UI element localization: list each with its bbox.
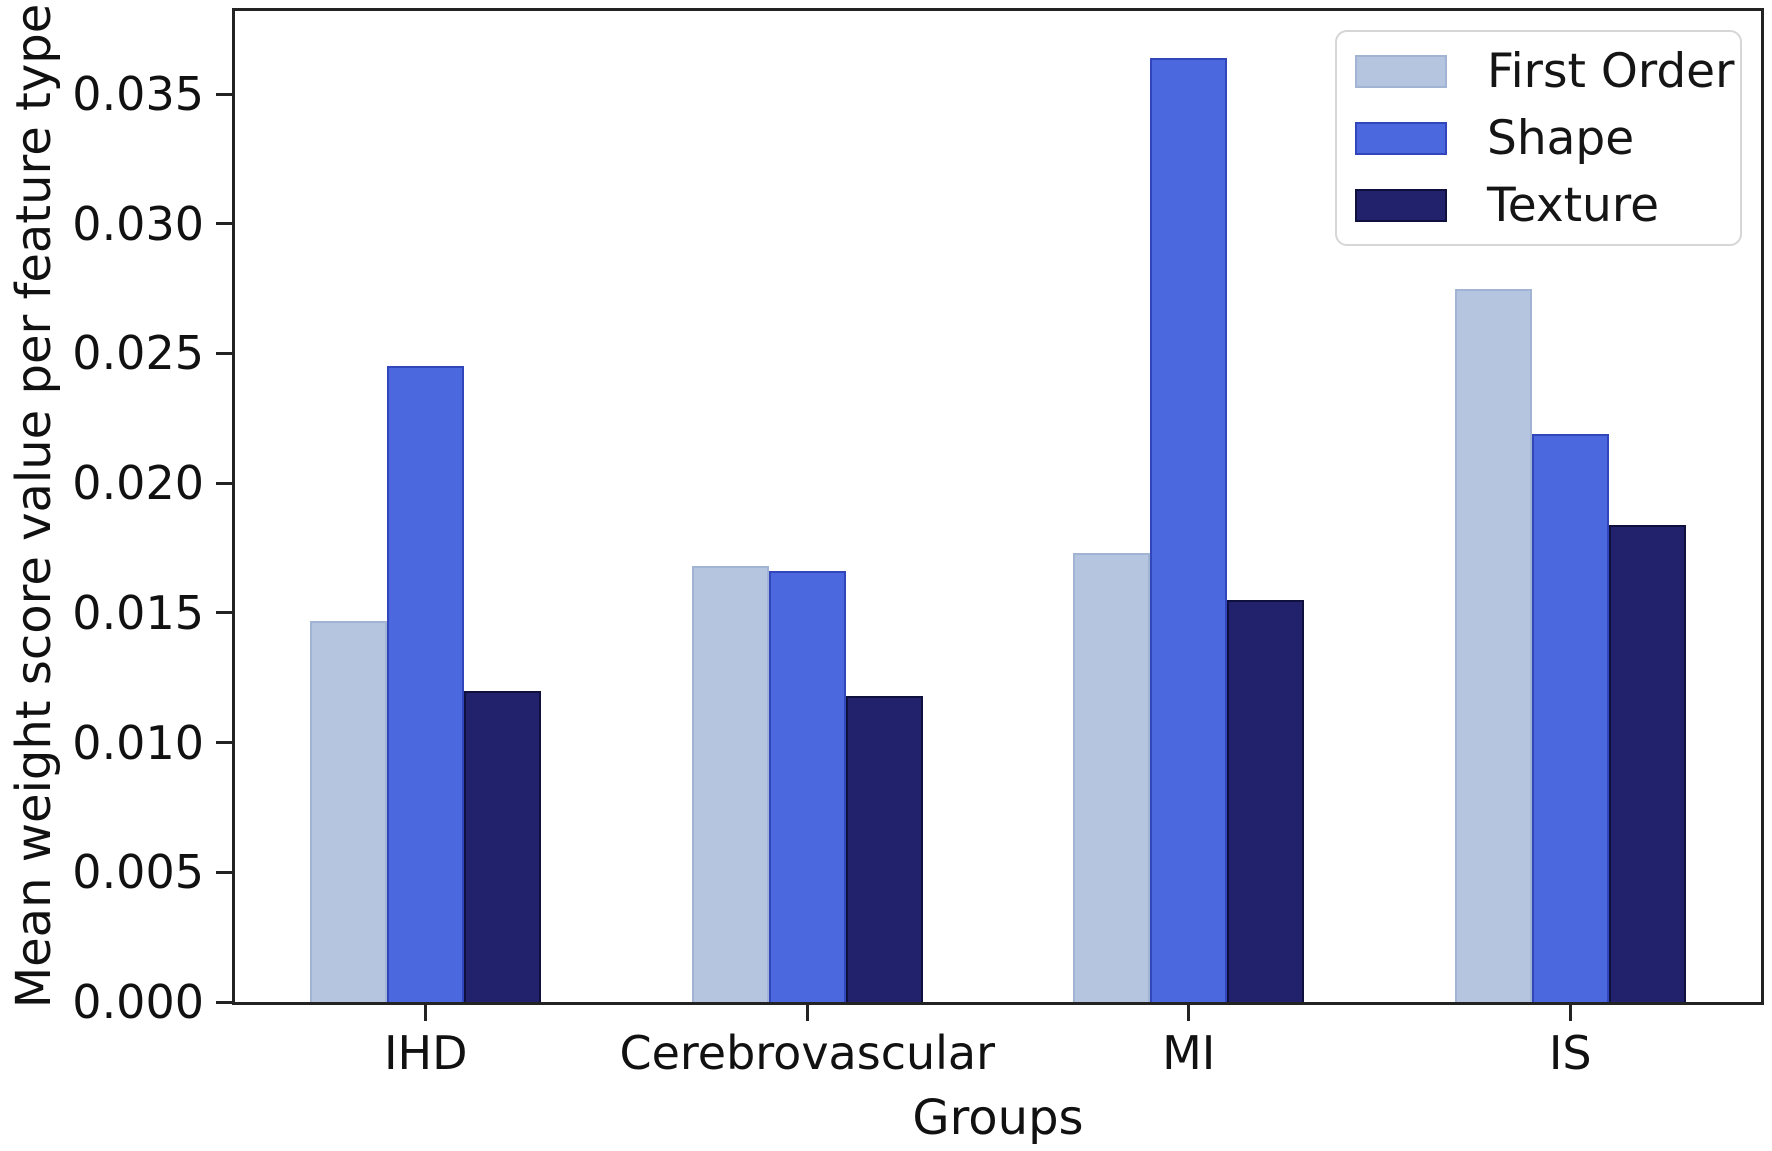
x-tick-label-ihd: IHD: [383, 1026, 468, 1080]
bar-first-order-ihd: [310, 620, 388, 1002]
bar-texture-mi: [1227, 599, 1305, 1002]
y-tick-label: 0.010: [72, 715, 204, 770]
y-tick-label: 0.015: [72, 585, 204, 640]
legend-item-first-order: First Order: [1355, 40, 1734, 102]
y-tick-label: 0.035: [72, 67, 204, 122]
x-tick-label-cerebrovascular: Cerebrovascular: [619, 1026, 996, 1080]
y-tick-label: 0.030: [72, 196, 204, 251]
x-tick-mark: [1568, 1005, 1572, 1021]
bar-texture-cerebrovascular: [845, 695, 923, 1002]
y-tick-label: 0.020: [72, 456, 204, 511]
legend-swatch-first-order: [1355, 54, 1447, 88]
legend-swatch-shape: [1355, 121, 1447, 155]
legend: First Order Shape Texture: [1335, 30, 1742, 246]
x-axis-label: Groups: [912, 1090, 1084, 1146]
bar-texture-is: [1608, 524, 1686, 1002]
y-tick-mark: [216, 351, 232, 355]
bar-first-order-cerebrovascular: [691, 566, 769, 1002]
y-tick-label: 0.005: [72, 845, 204, 900]
legend-label-first-order: First Order: [1487, 43, 1735, 99]
y-tick-mark: [216, 741, 232, 745]
x-tick-mark: [805, 1005, 809, 1021]
bar-first-order-is: [1454, 288, 1532, 1002]
legend-swatch-texture: [1355, 188, 1447, 222]
bar-shape-is: [1531, 433, 1609, 1002]
x-tick-label-mi: MI: [1162, 1026, 1216, 1080]
y-tick-mark: [216, 92, 232, 96]
legend-label-texture: Texture: [1487, 177, 1660, 233]
bar-shape-cerebrovascular: [768, 571, 846, 1002]
y-tick-mark: [216, 222, 232, 226]
y-tick-label: 0.025: [72, 326, 204, 381]
bar-texture-ihd: [464, 690, 542, 1002]
y-tick-mark: [216, 611, 232, 615]
y-tick-label: 0.000: [72, 975, 204, 1029]
legend-item-texture: Texture: [1355, 174, 1730, 236]
x-tick-mark: [1187, 1005, 1191, 1021]
x-tick-mark: [424, 1005, 428, 1021]
legend-item-shape: Shape: [1355, 107, 1730, 169]
bar-shape-mi: [1150, 57, 1228, 1002]
y-tick-mark: [216, 1000, 232, 1004]
legend-label-shape: Shape: [1487, 110, 1635, 166]
x-tick-label-is: IS: [1548, 1026, 1592, 1080]
y-tick-mark: [216, 481, 232, 485]
bar-first-order-mi: [1073, 553, 1151, 1002]
y-tick-mark: [216, 870, 232, 874]
bar-shape-ihd: [387, 366, 465, 1002]
